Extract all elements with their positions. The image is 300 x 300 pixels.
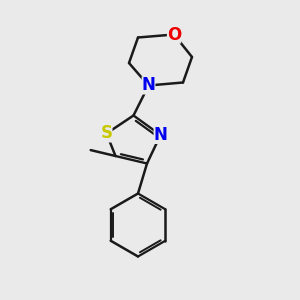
Text: O: O xyxy=(167,26,181,44)
Text: S: S xyxy=(100,124,112,142)
Text: N: N xyxy=(154,126,167,144)
Text: N: N xyxy=(142,76,155,94)
